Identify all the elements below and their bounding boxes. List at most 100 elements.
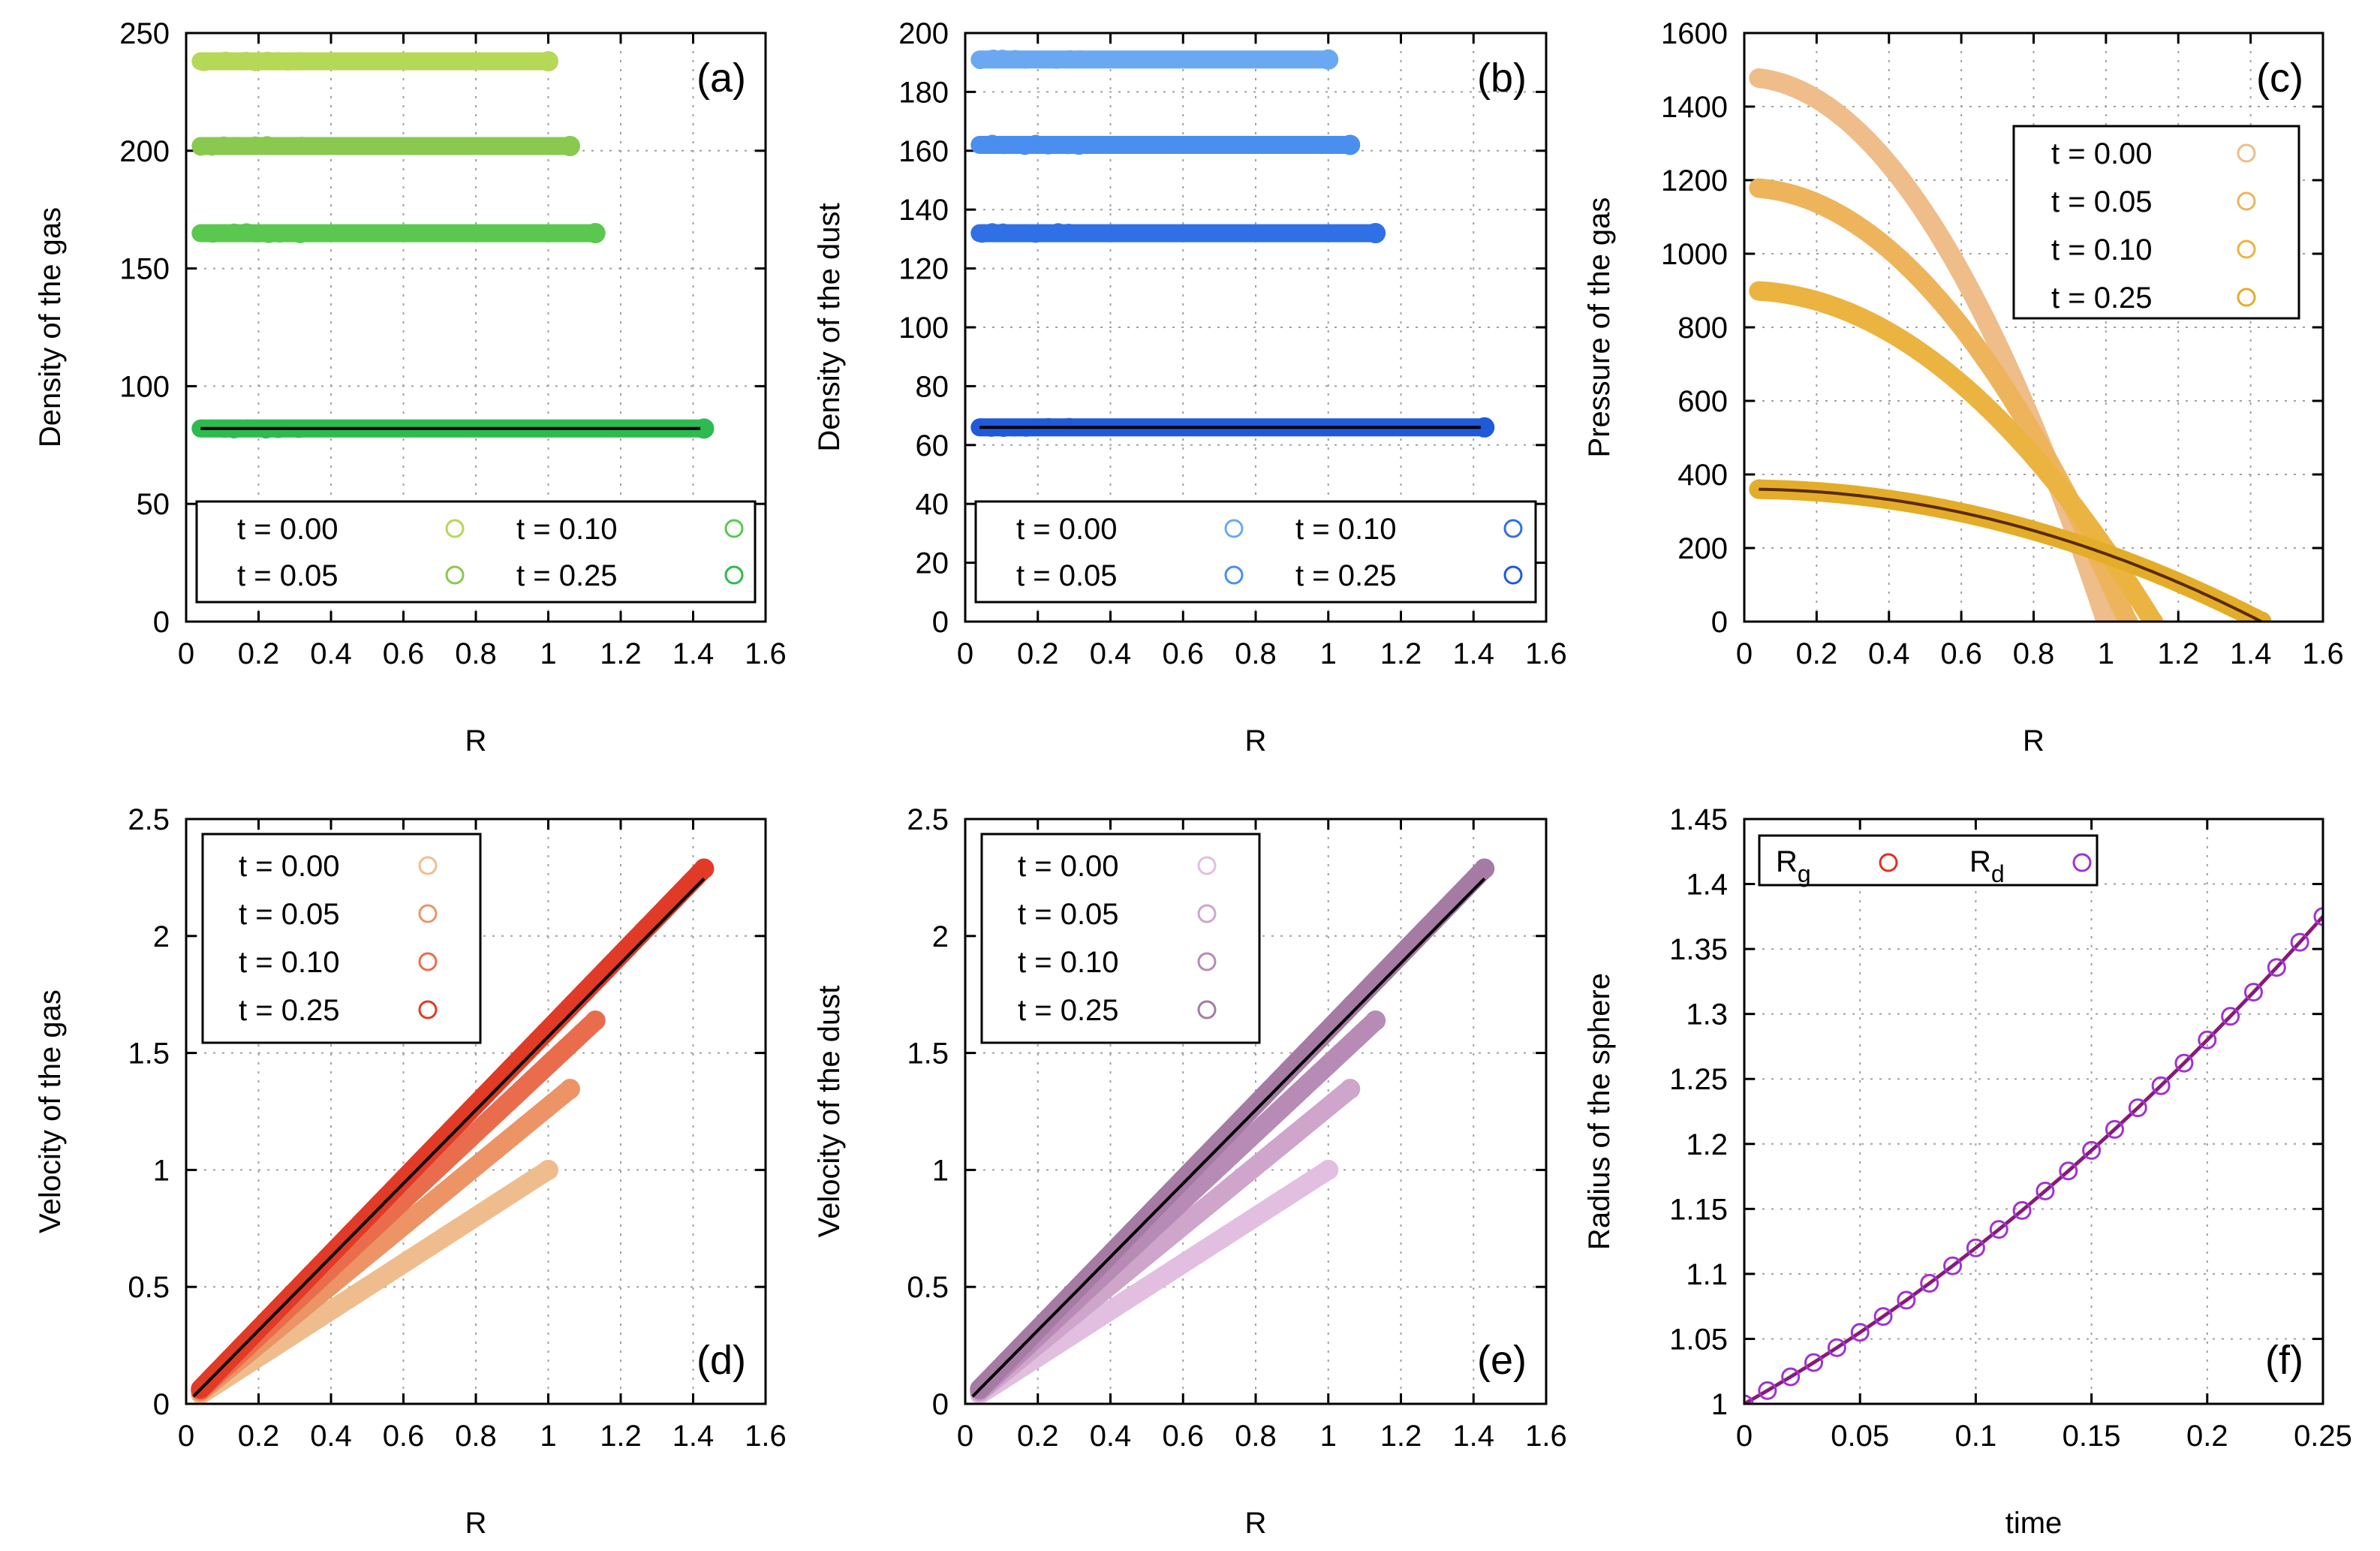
data-point [1771, 284, 1789, 302]
y-axis-label: Pressure of the gas [1583, 197, 1616, 458]
y-tick-label: 140 [898, 194, 949, 227]
y-tick-label: 0 [153, 606, 170, 639]
panel-d: 0 0.2 0.4 0.6 0.8 1 1.2 1.4 1.6 0 0.5 1 1.5 2 2.5 R Velo… [34, 803, 787, 1540]
y-tick-label: 180 [898, 76, 949, 109]
x-tick-label: 1.4 [1452, 637, 1494, 670]
legend-label: t = 0.10 [516, 513, 618, 546]
series-band [970, 1160, 1338, 1404]
x-tick-label: 1.6 [1525, 1420, 1567, 1453]
x-tick-label: 0 [178, 1420, 194, 1453]
rd-point [1920, 1273, 1939, 1293]
data-point [237, 52, 255, 70]
x-tick-label: 0 [1736, 637, 1753, 670]
rd-point [1897, 1290, 1916, 1310]
x-tick-label: 1 [540, 637, 556, 670]
legend-label: t = 0.00 [2051, 137, 2153, 170]
series-1 [191, 51, 558, 72]
data-point [271, 225, 289, 243]
y-axis-label: Radius of the sphere [1583, 973, 1616, 1250]
x-tick-label: 1.4 [2230, 637, 2272, 670]
x-tick-label: 1.6 [1525, 637, 1567, 670]
x-tick-label: 0.4 [1090, 1420, 1132, 1453]
y-tick-label: 120 [898, 253, 949, 286]
x-tick-label: 0 [957, 637, 973, 670]
panel-label: (f) [2265, 1338, 2303, 1383]
legend-marker [418, 856, 438, 875]
y-tick-label: 1.25 [1669, 1063, 1728, 1096]
legend: t = 0.00 t = 0.05 t = 0.10 t = 0.25 [2012, 125, 2300, 320]
x-tick-label: 1.4 [1452, 1420, 1494, 1453]
x-tick-label: 0.4 [1868, 637, 1910, 670]
x-tick-label: 1.4 [672, 1420, 715, 1453]
plot-area [191, 51, 715, 439]
data-point [238, 137, 256, 155]
rd-point [1943, 1256, 1963, 1275]
y-tick-label: 1.35 [1669, 933, 1728, 966]
panel-a: 0 0.2 0.4 0.6 0.8 1 1.2 1.4 1.6 0 50 100 150 200 250 R D… [34, 17, 787, 757]
legend-marker [1224, 565, 1244, 585]
panel-c: 0 0.2 0.4 0.6 0.8 1 1.2 1.4 1.6 0 200 400 600 800 1000… [1583, 17, 2344, 757]
data-point [538, 51, 558, 72]
legend: t = 0.00 t = 0.05 t = 0.10 t = 0.25 [980, 833, 1261, 1044]
legend-label: t = 0.10 [1018, 946, 1119, 979]
panel-label: (d) [697, 1338, 746, 1383]
legend-label: t = 0.05 [237, 559, 338, 592]
data-point [994, 50, 1012, 68]
data-point [1764, 282, 1782, 300]
data-point [1038, 1310, 1056, 1328]
legend: Rg Rd [1758, 834, 2099, 887]
plot-area [191, 858, 715, 1404]
legend-marker [2237, 288, 2256, 307]
y-axis-label: Density of the dust [813, 203, 846, 451]
data-point [2143, 611, 2164, 622]
plot-area [1749, 68, 2272, 622]
data-point [1061, 50, 1079, 68]
y-axis-label: Velocity of the gas [34, 989, 67, 1233]
analytic-curve [971, 877, 1486, 1398]
x-tick-label: 0.4 [1090, 637, 1132, 670]
rd-point [2198, 1030, 2217, 1050]
x-tick-label: 0.2 [1796, 637, 1838, 670]
y-tick-label: 1.2 [1686, 1128, 1728, 1161]
data-point [1751, 70, 1769, 88]
data-point [1750, 479, 1768, 497]
data-point [271, 137, 289, 155]
y-tick-label: 1 [1711, 1388, 1728, 1421]
x-axis-label: R [465, 724, 487, 757]
y-tick-label: 0 [153, 1388, 170, 1421]
data-point [1858, 131, 1876, 149]
x-tick-label: 1.6 [745, 637, 787, 670]
y-tick-label: 100 [898, 312, 949, 345]
legend-label: t = 0.25 [1295, 559, 1397, 592]
y-tick-label: 800 [1677, 312, 1728, 345]
rd-point [2105, 1119, 2124, 1139]
x-tick-label: 0.6 [1162, 1420, 1204, 1453]
legend-marker [1224, 519, 1244, 538]
data-point [1807, 291, 1825, 309]
x-tick-label: 0.1 [1955, 1420, 1997, 1453]
data-point [1796, 191, 1814, 209]
y-tick-label: 0 [932, 1388, 949, 1421]
data-point [281, 137, 299, 155]
x-tick-label: 0.8 [1235, 1420, 1277, 1453]
x-axis-label: R [465, 1507, 487, 1540]
data-point [238, 223, 256, 241]
data-point [995, 137, 1013, 155]
data-point [246, 53, 264, 71]
data-point [983, 134, 1001, 152]
data-point [1750, 179, 1768, 197]
data-point [258, 51, 276, 69]
data-point [1026, 50, 1044, 68]
data-point [237, 1333, 255, 1351]
data-point [973, 225, 991, 243]
plot-frame [1743, 818, 2324, 1405]
legend-marker [445, 519, 465, 538]
series-band [1749, 479, 2272, 622]
data-point [1071, 224, 1089, 242]
data-point [1061, 1287, 1079, 1306]
data-point [225, 223, 243, 241]
rd-point [2012, 1200, 2032, 1220]
x-tick-label: 0.4 [310, 637, 352, 670]
data-point [971, 136, 989, 154]
x-tick-label: 0.05 [1831, 1420, 1889, 1453]
